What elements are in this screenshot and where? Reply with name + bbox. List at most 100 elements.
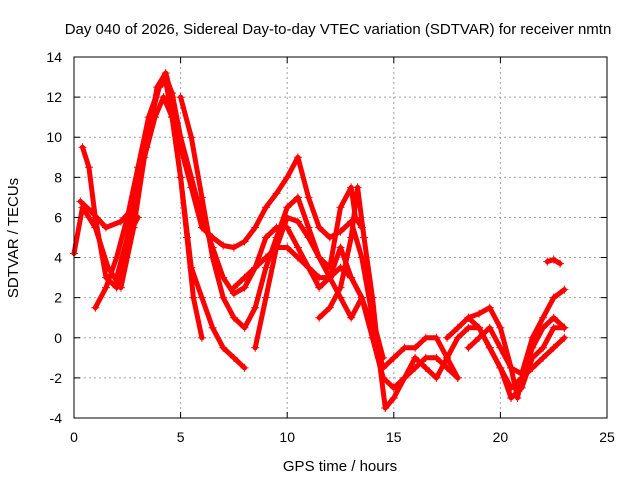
y-tick-label: 12	[46, 89, 62, 105]
data-point	[528, 343, 537, 352]
data-point	[293, 243, 302, 252]
data-point	[133, 173, 142, 182]
data-point	[347, 273, 356, 282]
data-point	[432, 373, 441, 382]
data-point	[464, 313, 473, 322]
x-tick-label: 10	[279, 429, 295, 445]
data-point	[182, 233, 191, 242]
data-point	[347, 313, 356, 322]
y-tick-label: 14	[46, 49, 62, 65]
data-point	[84, 163, 93, 172]
data-point	[539, 343, 548, 352]
data-point	[315, 253, 324, 262]
y-tick-label: 10	[46, 129, 62, 145]
data-point	[549, 343, 558, 352]
data-point	[240, 237, 249, 246]
data-point	[208, 253, 217, 262]
data-point	[187, 173, 196, 182]
data-point	[251, 303, 260, 312]
data-point	[187, 133, 196, 142]
data-point	[197, 193, 206, 202]
data-point	[240, 323, 249, 332]
data-point	[389, 353, 398, 362]
axis-ticks: 0 5 10 15 20 25 -4 -2 0 2 4 6 8 10 12 14	[46, 49, 615, 445]
data-point	[496, 343, 505, 352]
data-point	[176, 93, 185, 102]
data-point	[293, 253, 302, 262]
data-point	[208, 323, 217, 332]
data-point	[432, 333, 441, 342]
data-point	[421, 353, 430, 362]
x-tick-label: 5	[177, 429, 185, 445]
series-s13	[543, 255, 565, 268]
data-point	[539, 323, 548, 332]
data-point	[101, 273, 110, 282]
data-point	[325, 273, 334, 282]
data-point	[325, 263, 334, 272]
data-point	[528, 363, 537, 372]
data-point	[507, 363, 516, 372]
data-point	[359, 233, 368, 242]
data-point	[293, 217, 302, 226]
data-point	[496, 323, 505, 332]
y-tick-label: 0	[54, 330, 62, 346]
data-point	[261, 293, 270, 302]
data-point	[304, 263, 313, 272]
y-tick-label: 8	[54, 169, 62, 185]
y-tick-label: 4	[54, 250, 62, 266]
data-point	[101, 283, 110, 292]
x-tick-label: 20	[493, 429, 509, 445]
data-point	[411, 343, 420, 352]
data-point	[101, 223, 110, 232]
data-point	[485, 303, 494, 312]
data-point	[325, 233, 334, 242]
series-line	[465, 287, 567, 377]
data-point	[315, 223, 324, 232]
data-point	[336, 283, 345, 292]
data-point	[560, 285, 569, 294]
chart-title: Day 040 of 2026, Sidereal Day-to-day VTE…	[65, 21, 612, 38]
data-point	[389, 393, 398, 402]
data-point	[549, 323, 558, 332]
data-point	[189, 293, 198, 302]
data-point	[374, 353, 383, 362]
x-tick-label: 25	[599, 429, 615, 445]
data-point	[261, 233, 270, 242]
data-point	[161, 77, 170, 86]
data-point	[283, 213, 292, 222]
data-point	[496, 363, 505, 372]
data-point	[464, 323, 473, 332]
data-point	[432, 353, 441, 362]
data-point	[475, 333, 484, 342]
data-point	[400, 373, 409, 382]
data-point	[560, 323, 569, 332]
data-point	[353, 183, 362, 192]
data-point	[513, 393, 522, 402]
data-point	[261, 253, 270, 262]
data-point	[251, 263, 260, 272]
data-point	[219, 293, 228, 302]
plot-frame	[73, 56, 608, 419]
data-point	[76, 197, 85, 206]
data-point	[539, 313, 548, 322]
data-point	[304, 193, 313, 202]
data-point	[549, 255, 558, 264]
data-point	[219, 241, 228, 250]
y-tick-label: 6	[54, 209, 62, 225]
y-axis-label: SDTVAR / TECUs	[5, 178, 22, 298]
data-point	[168, 113, 177, 122]
data-point	[443, 333, 452, 342]
data-point	[240, 283, 249, 292]
y-tick-label: -4	[50, 410, 63, 426]
data-point	[368, 293, 377, 302]
data-point	[411, 353, 420, 362]
data-point	[293, 153, 302, 162]
data-point	[293, 193, 302, 202]
data-point	[251, 343, 260, 352]
data-point	[229, 243, 238, 252]
data-point	[197, 333, 206, 342]
data-point	[315, 283, 324, 292]
data-point	[485, 323, 494, 332]
data-point	[219, 343, 228, 352]
